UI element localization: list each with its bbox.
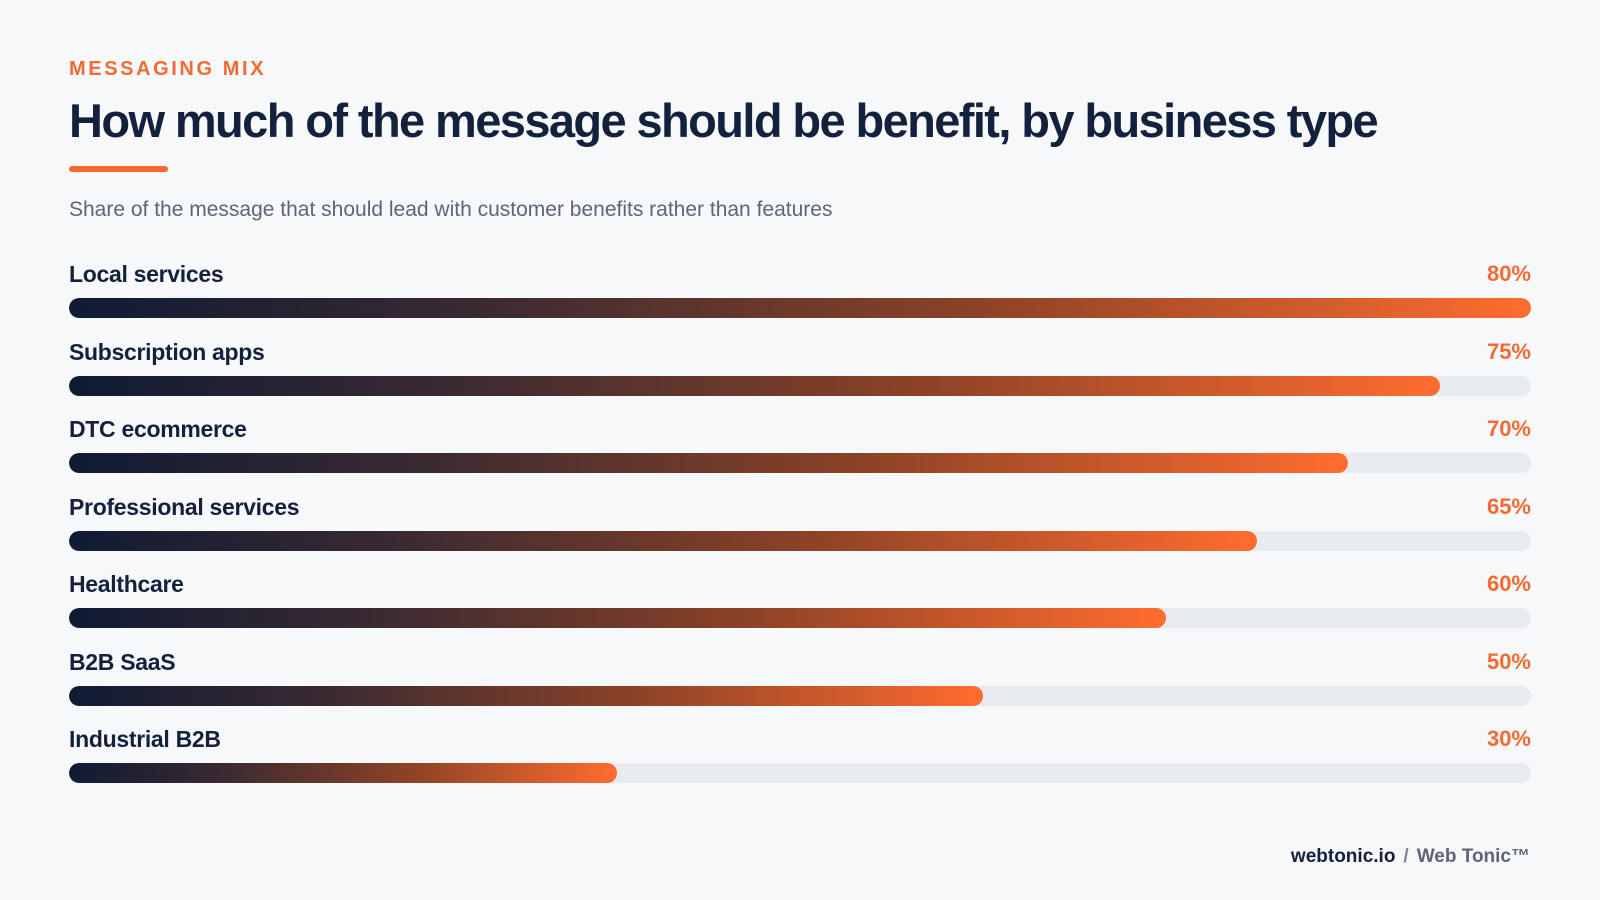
bar-fill [69,608,1166,628]
bar-track [69,685,1531,706]
bar-value-label: 75% [1486,338,1531,364]
bar-category-label: Subscription apps [69,338,265,365]
bar-category-label: B2B SaaS [69,648,176,675]
chart-subtitle: Share of the message that should lead wi… [69,198,833,221]
bar-value-label: 80% [1486,261,1531,286]
bar-fill [69,763,618,783]
bar-row: Professional services 65% [69,489,1531,567]
footer-brand: Web Tonic™ [1416,846,1530,867]
bar-value-label: 30% [1486,726,1531,751]
eyebrow-label: MESSAGING MIX [69,58,267,80]
bar-category-label: Healthcare [69,571,184,597]
bar-row: B2B SaaS 50% [69,644,1531,722]
bar-fill [69,530,1257,551]
footer-site-link[interactable]: webtonic.io [1290,846,1396,867]
bar-row: DTC ecommerce 70% [69,411,1531,489]
bar-track [69,608,1531,628]
bar-track [69,763,1531,783]
bar-chart: Local services 80% Subscription apps 75% DTC… [69,256,1531,799]
bar-row: Local services 80% [69,256,1531,334]
bar-category-label: Industrial B2B [69,726,221,752]
footer-credit: webtonic.io / Web Tonic™ [1291,842,1530,872]
bar-fill [69,375,1440,396]
bar-fill [69,453,1349,473]
bar-category-label: Professional services [69,493,300,520]
bar-track [69,298,1531,318]
footer-separator: / [1403,846,1409,867]
bar-row: Healthcare 60% [69,566,1531,644]
title-accent-rule [69,166,168,172]
bar-value-label: 60% [1486,571,1531,596]
bar-value-label: 70% [1486,416,1531,441]
bar-category-label: Local services [69,261,224,287]
bar-row: Industrial B2B 30% [69,721,1531,799]
chart-title: How much of the message should be benefi… [69,94,1379,147]
bar-row: Subscription apps 75% [69,334,1531,412]
bar-track [69,375,1531,396]
bar-fill [69,685,983,706]
bar-value-label: 50% [1486,648,1531,674]
bar-value-label: 65% [1486,493,1531,519]
bar-track [69,530,1531,551]
bar-category-label: DTC ecommerce [69,416,247,442]
bar-fill [69,298,1531,318]
bar-track [69,453,1531,473]
